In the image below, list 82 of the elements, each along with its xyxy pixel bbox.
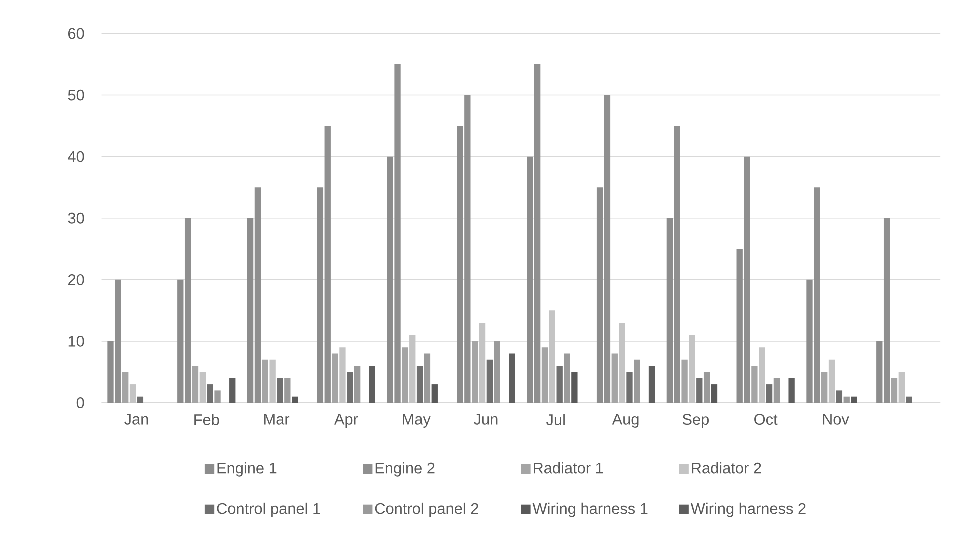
bar <box>509 354 516 403</box>
bar <box>549 310 556 403</box>
x-tick-label: Apr <box>334 414 358 428</box>
legend-label: Engine 1 <box>218 462 277 477</box>
bar <box>192 366 199 403</box>
bar <box>410 335 416 403</box>
x-tick-label: Mar <box>264 414 290 425</box>
x-tick-label: May <box>403 414 431 428</box>
x-tick-label: Jan <box>124 414 148 425</box>
bar <box>906 396 912 403</box>
y-tick-label: 50 <box>68 90 84 101</box>
legend-label: Wiring harness 2 <box>690 502 806 518</box>
bar <box>332 354 338 403</box>
bar <box>788 378 795 403</box>
bar <box>277 378 284 403</box>
bar <box>891 378 898 403</box>
x-tick-label: Nov <box>823 414 850 425</box>
y-tick-label: 10 <box>68 336 84 347</box>
legend-label: Radiator 1 <box>534 462 604 474</box>
bar <box>494 341 500 403</box>
bar <box>634 360 640 403</box>
x-tick-label: Aug <box>612 414 639 428</box>
bar <box>214 390 221 403</box>
x-tick-label: Sep <box>682 414 709 428</box>
bar <box>270 360 276 403</box>
bar <box>354 366 361 403</box>
bar <box>828 360 836 403</box>
bar <box>542 348 548 403</box>
bar <box>556 366 563 403</box>
bar <box>844 396 850 403</box>
bar <box>752 366 758 403</box>
bar <box>340 348 346 403</box>
bar <box>472 341 478 403</box>
x-tick-label: Feb <box>194 414 220 426</box>
bar <box>207 384 214 403</box>
bar <box>766 384 773 403</box>
y-tick-label: 40 <box>68 151 84 162</box>
bar <box>200 372 206 403</box>
y-tick-label: 20 <box>68 274 84 286</box>
bar <box>130 384 136 403</box>
bar <box>619 322 626 403</box>
x-tick-label: Oct <box>754 414 778 425</box>
bar <box>759 348 766 403</box>
y-tick-label: 0 <box>76 397 84 408</box>
bar <box>347 372 354 403</box>
bar <box>648 366 656 403</box>
bar <box>572 372 578 403</box>
bar <box>230 378 236 403</box>
bar <box>711 384 718 403</box>
bar <box>682 360 688 403</box>
bar <box>122 372 129 403</box>
bar <box>822 372 828 403</box>
bar <box>292 396 298 403</box>
y-tick-label: 30 <box>68 212 84 224</box>
bar <box>774 378 780 403</box>
legend-label: Radiator 2 <box>692 462 762 474</box>
x-tick-label: Jul <box>546 414 565 426</box>
x-tick-label: Jun <box>474 414 498 425</box>
bar <box>564 354 570 403</box>
bar <box>626 372 633 403</box>
bar <box>432 384 438 403</box>
bar <box>284 378 291 403</box>
bar <box>612 354 618 403</box>
bar <box>851 396 858 403</box>
bar <box>704 372 710 403</box>
bar <box>479 322 486 403</box>
bar <box>836 390 843 403</box>
bar <box>416 366 424 403</box>
bar <box>486 360 494 403</box>
legend-label: Engine 2 <box>376 462 435 477</box>
bar <box>696 378 703 403</box>
bar <box>402 348 408 403</box>
bar <box>689 335 696 403</box>
bar <box>898 372 905 403</box>
bar <box>262 360 268 403</box>
bar <box>137 396 144 403</box>
legend-label: Control panel 2 <box>375 502 478 518</box>
y-tick-label: 60 <box>68 28 84 40</box>
bar <box>424 354 431 403</box>
bar <box>369 366 376 403</box>
legend-label: Control panel 1 <box>217 502 320 518</box>
legend-label: Wiring harness 1 <box>532 502 648 518</box>
